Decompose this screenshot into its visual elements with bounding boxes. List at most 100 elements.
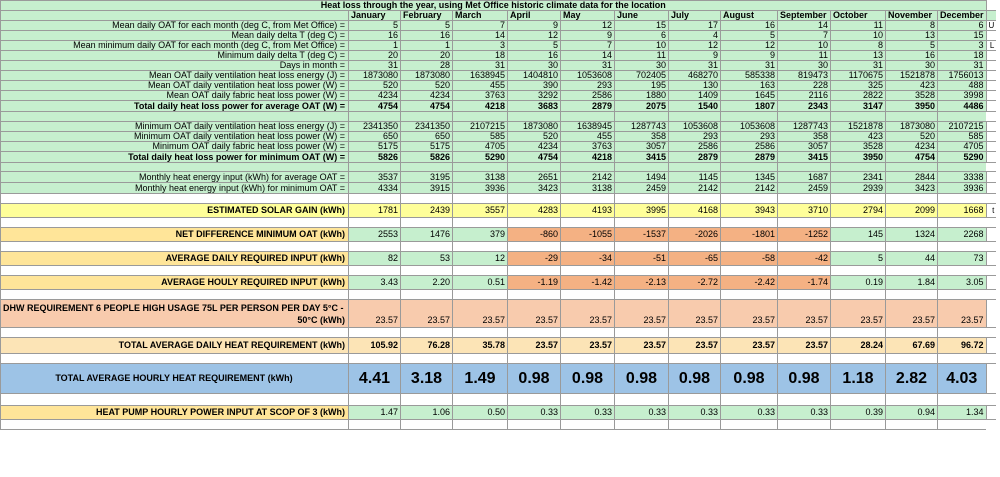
spacer-cell — [348, 265, 401, 276]
total-daily-value: 23.57 — [507, 337, 561, 354]
total-avg-value: 4754 — [400, 100, 453, 112]
spacer-cell — [560, 419, 615, 430]
fabric-power-value: 2822 — [830, 90, 886, 101]
fabric-power-value: 2116 — [777, 90, 831, 101]
spacer-cell — [348, 217, 401, 228]
spacer-cell — [668, 289, 721, 300]
min-vent-energy-value: 2107215 — [937, 121, 987, 132]
fabric-power-value: 1409 — [668, 90, 721, 101]
month-header-september: September — [777, 10, 831, 21]
solar-value: 2099 — [885, 203, 938, 218]
hp-input-value: 0.33 — [507, 405, 561, 420]
total-min-value: 5290 — [937, 151, 987, 163]
mean-delta-overflow — [985, 30, 997, 41]
spacer-cell — [400, 265, 453, 276]
vent-power-value: 520 — [348, 80, 401, 91]
spacer-cell — [348, 393, 401, 406]
spacer-cell — [0, 289, 349, 300]
spacer-cell — [937, 217, 987, 228]
mean-oat-value: 6 — [937, 20, 987, 31]
total-avg-value: 1807 — [720, 100, 778, 112]
spacer-cell — [507, 162, 561, 172]
vent-power-value: 423 — [885, 80, 938, 91]
spacer-cell — [668, 111, 721, 122]
avg-daily-value: -42 — [777, 251, 831, 266]
total-min-overflow — [985, 151, 997, 163]
min-fabric-power-value: 4705 — [937, 141, 987, 152]
vent-energy-value: 1638945 — [452, 70, 508, 81]
spacer-cell — [885, 162, 938, 172]
month-header-november: November — [885, 10, 938, 21]
dhw-value: 23.57 — [777, 299, 831, 328]
spacer-cell — [0, 327, 349, 338]
min-delta-value: 20 — [348, 50, 401, 61]
days-overflow — [985, 60, 997, 71]
avg-hourly-value: -1.74 — [777, 275, 831, 290]
spacer-cell — [830, 217, 886, 228]
fabric-power-value: 3528 — [885, 90, 938, 101]
fabric-power-value: 1880 — [614, 90, 669, 101]
min-delta-overflow — [985, 50, 997, 61]
spacer-cell — [452, 353, 508, 364]
spacer-cell — [830, 193, 886, 204]
monthly-avg-value: 2844 — [885, 171, 938, 183]
solar-value: 3943 — [720, 203, 778, 218]
fabric-power-value: 3292 — [507, 90, 561, 101]
spacer-cell — [720, 419, 778, 430]
min-delta-value: 16 — [885, 50, 938, 61]
min-oat-value: 8 — [830, 40, 886, 51]
total-avg-value: 4754 — [348, 100, 401, 112]
spacer-cell — [720, 265, 778, 276]
avg-hourly-value: -1.42 — [560, 275, 615, 290]
monthly-min-value: 2459 — [777, 182, 831, 194]
total-avg-value: 2879 — [560, 100, 615, 112]
spacer-cell — [400, 241, 453, 252]
min-delta-value: 13 — [830, 50, 886, 61]
dhw-value: 23.57 — [937, 299, 987, 328]
mean-delta-value: 13 — [885, 30, 938, 41]
spacer-cell — [614, 111, 669, 122]
monthly-min-value: 2459 — [614, 182, 669, 194]
fabric-power-value: 1645 — [720, 90, 778, 101]
mean-delta-label: Mean daily delta T (deg C) = — [0, 30, 349, 41]
spacer-cell — [400, 393, 453, 406]
mean-oat-value: 7 — [452, 20, 508, 31]
avg-daily-value: -51 — [614, 251, 669, 266]
min-vent-energy-value: 2341350 — [400, 121, 453, 132]
spacer-cell — [0, 353, 349, 364]
avg-daily-overflow — [985, 251, 997, 266]
spacer-cell — [777, 353, 831, 364]
header-blank — [0, 10, 349, 21]
spacer-cell — [400, 111, 453, 122]
total-daily-value: 105.92 — [348, 337, 401, 354]
monthly-avg-value: 3138 — [452, 171, 508, 183]
solar-value: 4283 — [507, 203, 561, 218]
spacer-cell — [560, 393, 615, 406]
spacer-cell — [885, 289, 938, 300]
spacer-cell — [400, 193, 453, 204]
fabric-power-value: 3998 — [937, 90, 987, 101]
spacer-cell — [830, 162, 886, 172]
min-fabric-power-value: 3057 — [614, 141, 669, 152]
total-daily-value: 23.57 — [668, 337, 721, 354]
days-value: 30 — [885, 60, 938, 71]
spacer-cell — [452, 393, 508, 406]
spacer-cell — [614, 289, 669, 300]
header-edge — [985, 10, 997, 21]
spacer-cell — [830, 111, 886, 122]
spacer-cell — [830, 265, 886, 276]
spacer-cell — [400, 289, 453, 300]
vent-energy-value: 1873080 — [400, 70, 453, 81]
vent-energy-value: 1756013 — [937, 70, 987, 81]
avg-hourly-value: 3.43 — [348, 275, 401, 290]
spacer-cell — [885, 265, 938, 276]
total-min-value: 3415 — [614, 151, 669, 163]
spacer-cell — [560, 193, 615, 204]
total-hourly-value: 0.98 — [668, 363, 721, 394]
spacer-cell — [937, 353, 987, 364]
min-vent-energy-value: 1053608 — [720, 121, 778, 132]
vent-energy-value: 702405 — [614, 70, 669, 81]
spacer-cell — [348, 241, 401, 252]
min-oat-value: 1 — [400, 40, 453, 51]
spacer-cell — [560, 327, 615, 338]
